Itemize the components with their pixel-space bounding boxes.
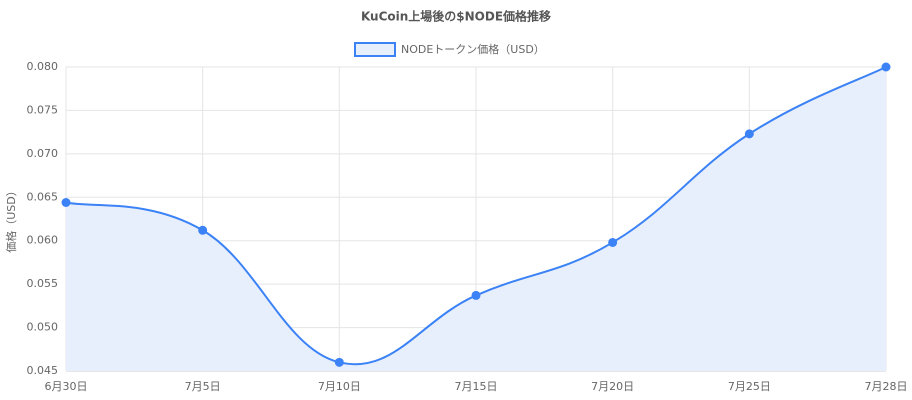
legend-label: NODEトークン価格（USD） xyxy=(401,42,545,56)
y-tick-label: 0.060 xyxy=(27,234,59,247)
y-tick-label: 0.055 xyxy=(27,277,59,290)
point xyxy=(61,197,71,207)
y-tick-label: 0.070 xyxy=(27,147,59,160)
x-tick-label: 7月5日 xyxy=(185,380,221,393)
y-axis-title: 価格（USD） xyxy=(4,185,18,253)
area xyxy=(66,67,886,371)
legend-swatch xyxy=(354,42,396,57)
x-tick-label: 6月30日 xyxy=(45,380,88,393)
y-tick-label: 0.075 xyxy=(27,103,59,116)
y-tick-label: 0.080 xyxy=(27,60,59,73)
x-tick-label: 7月10日 xyxy=(318,380,361,393)
point xyxy=(881,62,891,72)
x-tick-label: 7月28日 xyxy=(865,380,908,393)
y-tick-label: 0.045 xyxy=(27,364,59,377)
point xyxy=(198,225,208,235)
x-tick-label: 7月15日 xyxy=(455,380,498,393)
chart-title: KuCoin上場後の$NODE価格推移 xyxy=(361,9,551,24)
point xyxy=(471,290,481,300)
point xyxy=(334,357,344,367)
y-tick-label: 0.050 xyxy=(27,321,59,334)
x-tick-label: 7月25日 xyxy=(728,380,771,393)
x-tick-label: 7月20日 xyxy=(591,380,634,393)
point xyxy=(744,129,754,139)
point xyxy=(608,237,618,247)
y-tick-label: 0.065 xyxy=(27,190,59,203)
